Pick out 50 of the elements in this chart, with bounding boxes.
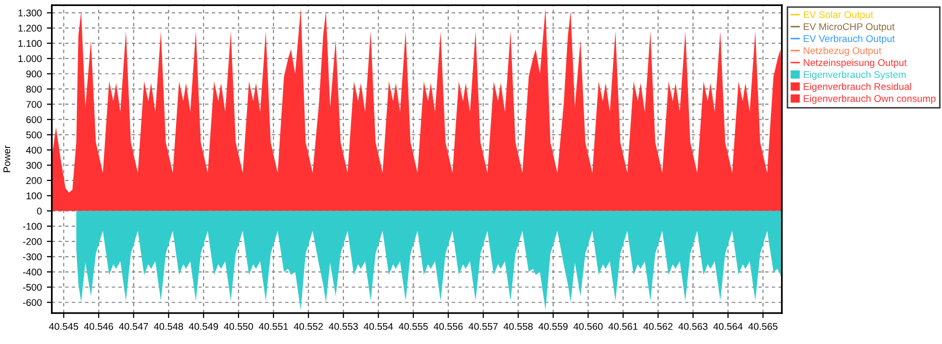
x-tick-label: 40.551	[258, 323, 288, 330]
legend-label: EV Verbrauch Output	[804, 34, 895, 44]
y-axis-title: Power	[4, 145, 10, 172]
x-tick-label: 40.561	[608, 323, 638, 330]
x-tick-label: 40.557	[468, 323, 498, 330]
legend-label: Netzeinspeisung Output	[804, 58, 907, 68]
y-tick-label: -500	[23, 284, 42, 291]
x-tick-label: 40.559	[538, 323, 568, 330]
x-tick-label: 40.563	[678, 323, 708, 330]
y-tick-label: 900	[26, 70, 42, 78]
legend-label: Eigenverbrauch System	[804, 70, 906, 80]
y-tick-label: 0	[37, 208, 42, 215]
x-tick-label: 40.556	[434, 323, 463, 330]
x-tick-label: 40.546	[84, 323, 114, 330]
y-tick-label: 400	[26, 146, 42, 154]
y-tick-label: 300	[26, 162, 42, 169]
legend-label: Eigenverbrauch Residual	[804, 82, 911, 92]
y-tick-label: 500	[26, 131, 42, 138]
x-tick-label: 40.548	[154, 323, 184, 330]
x-tick-label: 40.547	[118, 323, 148, 330]
x-tick-label: 40.545	[49, 323, 78, 330]
x-tick-label: 40.564	[713, 323, 743, 330]
x-tick-label: 40.565	[748, 323, 778, 330]
y-tick-label: 700	[26, 100, 42, 108]
y-tick-label: 800	[26, 86, 42, 93]
x-tick-label: 40.562	[643, 323, 672, 330]
y-tick-label: 200	[26, 177, 42, 184]
y-tick-label: 1.200	[18, 24, 42, 32]
x-tick-label: 40.550	[224, 323, 254, 330]
y-tick-label: 100	[26, 192, 42, 200]
y-tick-label: 1.000	[18, 55, 42, 62]
x-tick-label: 40.560	[574, 323, 603, 330]
y-tick-label: -600	[23, 299, 42, 306]
legend-label: Netzbezug Output	[804, 46, 882, 56]
x-tick-label: 40.553	[328, 323, 358, 330]
y-tick-label: 1.100	[18, 40, 42, 47]
y-tick-label: 600	[26, 116, 42, 124]
y-tick-label: -400	[23, 268, 42, 276]
y-tick-label: -300	[23, 253, 42, 260]
y-tick-label: 1.300	[18, 10, 42, 16]
legend-label: EV MicroCHP Output	[804, 22, 895, 32]
y-tick-label: -200	[23, 238, 42, 246]
legend-label: EV Solar Output	[804, 10, 874, 20]
x-tick-label: 40.552	[294, 323, 323, 330]
x-tick-label: 40.554	[364, 323, 393, 330]
x-tick-label: 40.555	[398, 323, 428, 330]
y-tick-label: -100	[23, 222, 42, 230]
x-tick-label: 40.549	[188, 323, 218, 330]
x-tick-label: 40.558	[504, 323, 533, 330]
legend-label: Eigenverbrauch Own consump	[804, 94, 936, 104]
